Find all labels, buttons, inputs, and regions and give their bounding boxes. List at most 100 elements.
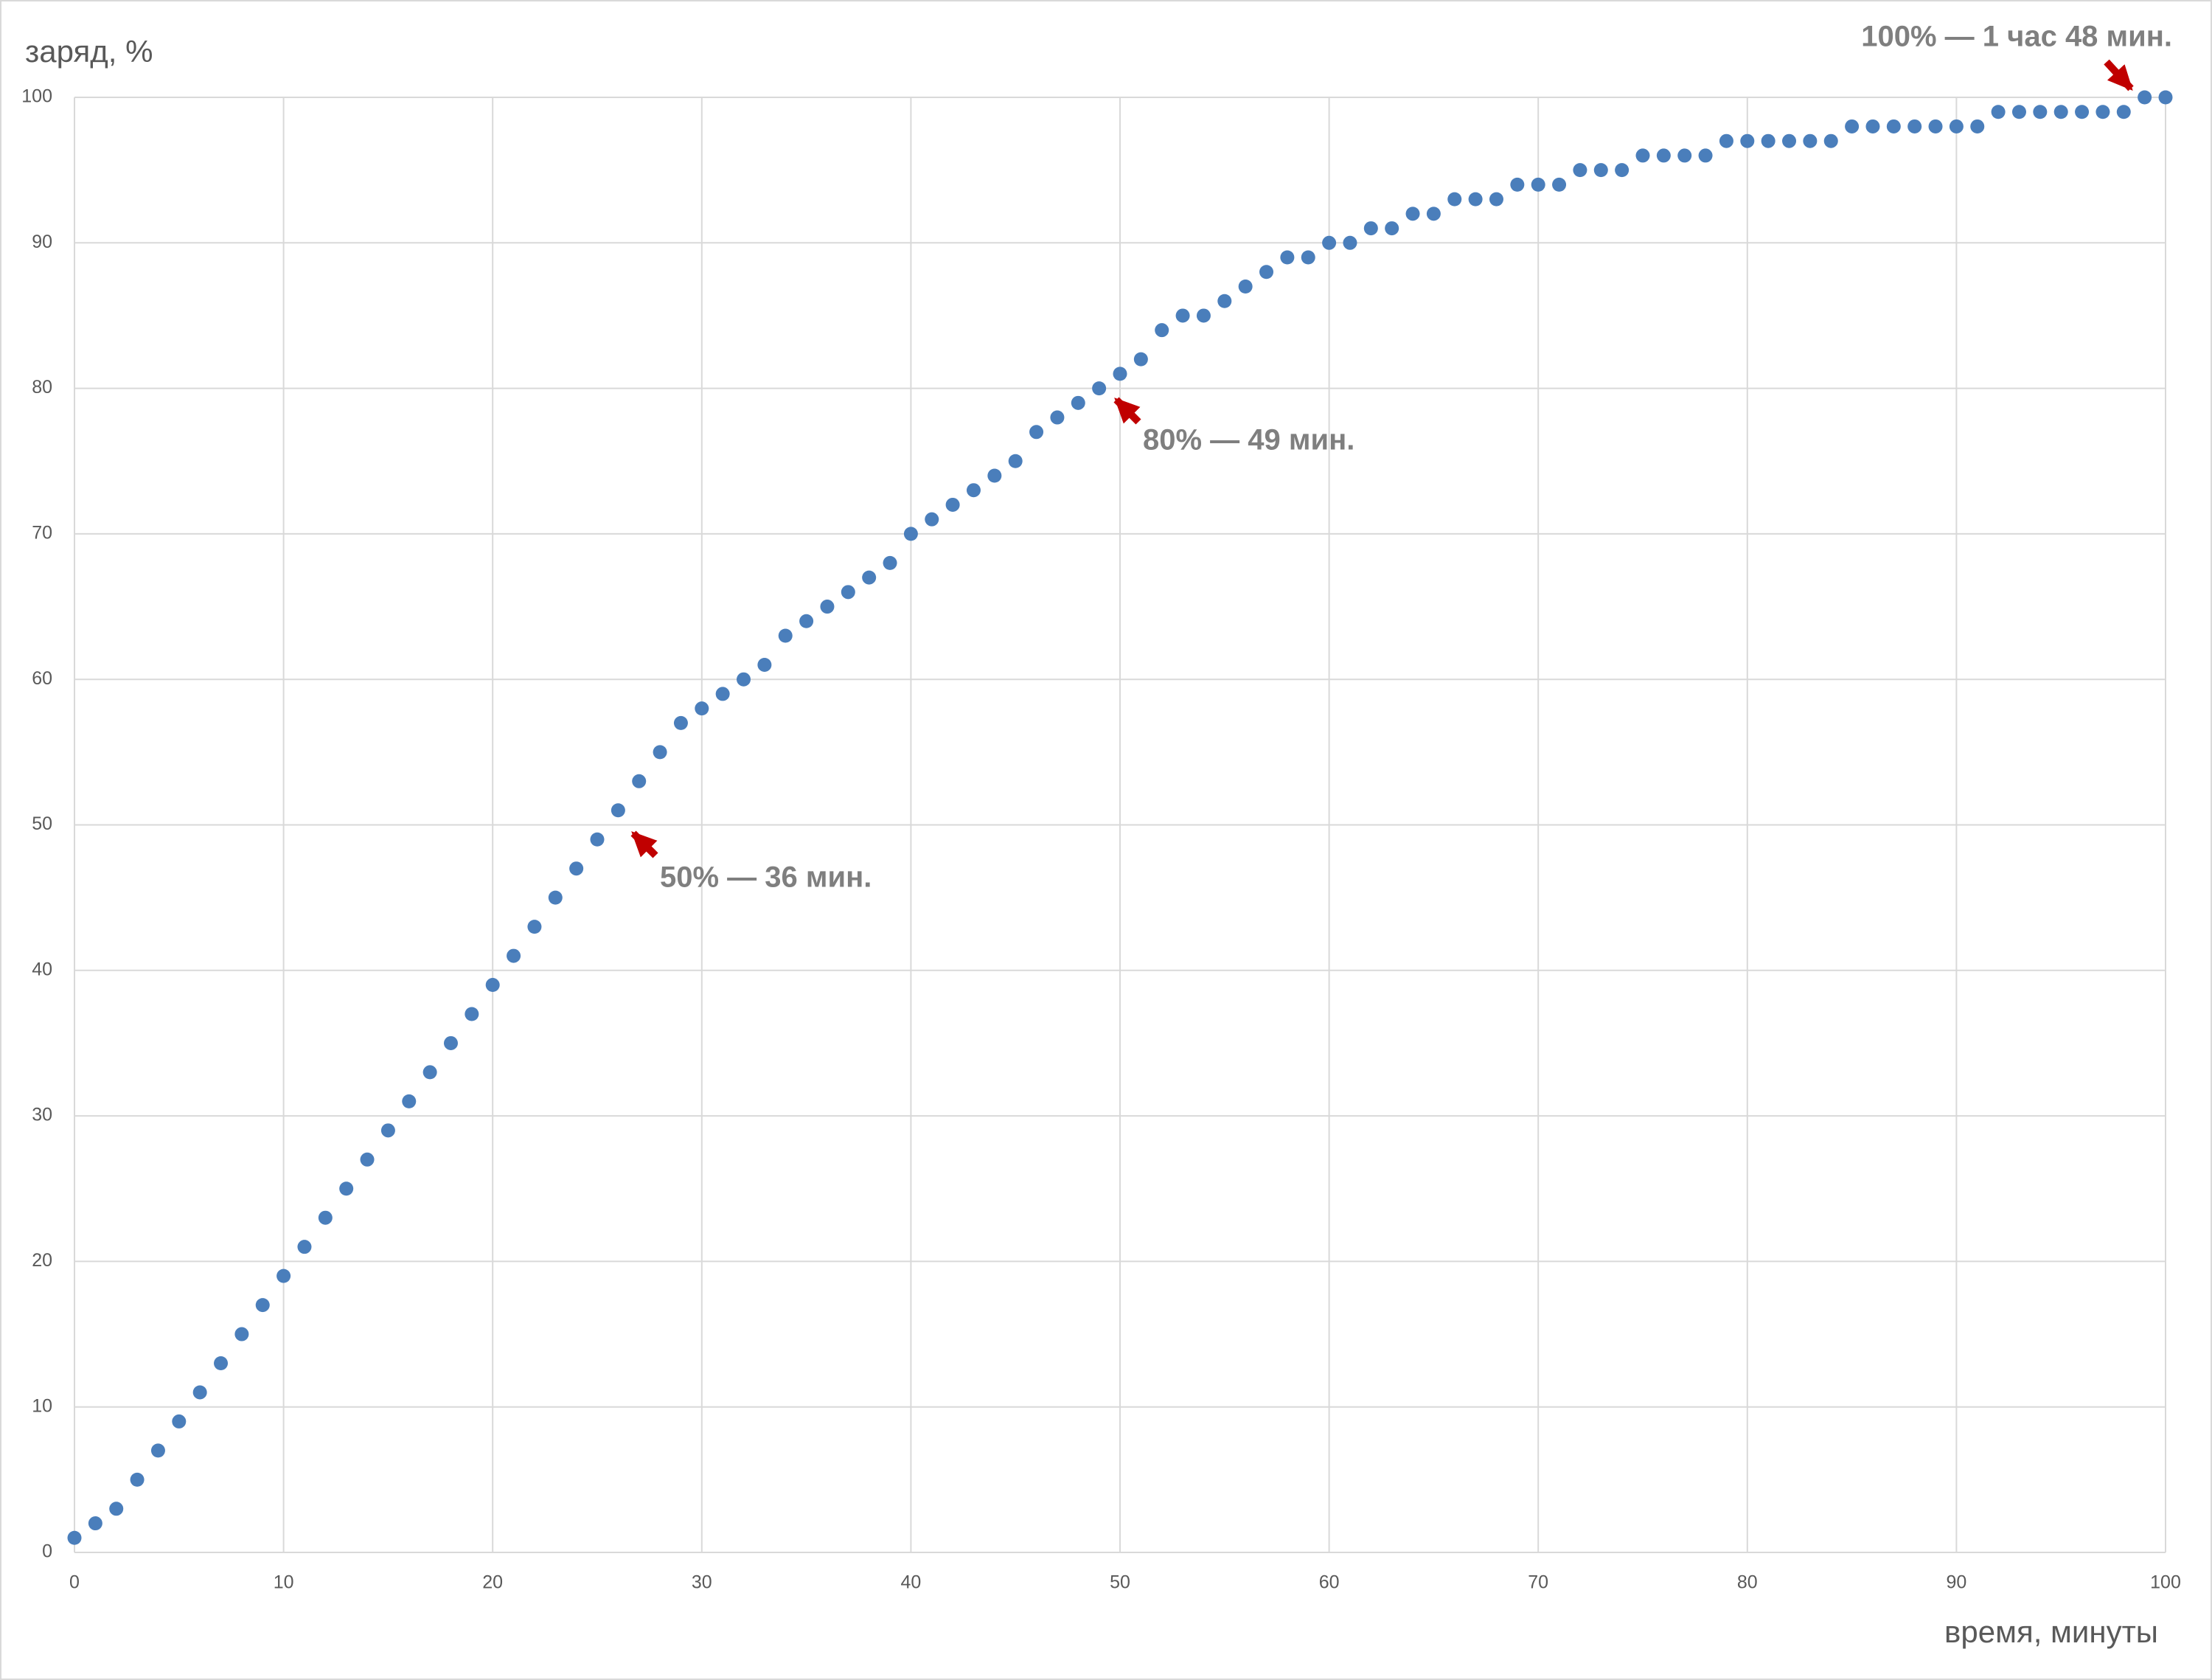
point [1489,192,1503,206]
point [1949,119,1964,133]
point [1761,133,1775,148]
point [2096,105,2110,119]
point [1845,119,1860,133]
x-tick-label: 50 [1110,1572,1130,1593]
point [1280,250,1295,265]
point [255,1298,270,1313]
point [276,1268,291,1283]
point [1698,148,1713,163]
point [1238,279,1253,294]
point [485,978,500,993]
point [88,1516,102,1531]
y-tick-label: 20 [32,1250,52,1271]
point [1991,105,2006,119]
y-tick-label: 90 [32,232,52,252]
point [2138,90,2152,105]
point [1970,119,1985,133]
point [339,1181,354,1196]
point [757,657,772,672]
point [548,890,563,905]
x-tick-label: 20 [482,1572,503,1593]
point [2011,105,2026,119]
annotation: 100% — 1 час 48 мин. [1861,21,2172,53]
point [380,1123,395,1138]
point [1677,148,1692,163]
point [1573,163,1587,178]
point [1301,250,1315,265]
y-tick-label: 40 [32,959,52,979]
point [1092,381,1107,396]
point [1865,119,1880,133]
point [695,701,709,716]
point [1803,133,1818,148]
point [799,614,814,628]
point [1071,395,1085,410]
point [1552,177,1567,192]
point [1196,308,1211,323]
y-tick-label: 50 [32,813,52,834]
point [192,1385,207,1400]
point [1385,221,1399,236]
y-tick-label: 100 [21,86,52,107]
x-axis-title: время, минуты [1944,1614,2158,1649]
point [1405,206,1420,221]
point [1719,133,1733,148]
point [1343,235,1357,250]
point [1468,192,1483,206]
point [820,600,835,614]
point [1782,133,1797,148]
y-tick-label: 30 [32,1105,52,1125]
point [653,745,667,760]
point [1322,235,1337,250]
point [590,832,605,847]
annotation: 80% — 49 мин. [1143,424,1354,457]
arrow [630,830,658,858]
point [1363,221,1378,236]
point [130,1472,145,1487]
point [360,1152,375,1167]
point [632,774,647,788]
marks [67,90,2173,1545]
point [715,687,730,701]
point [925,512,939,527]
point [987,468,1002,483]
point [2116,105,2131,119]
y-tick-label: 60 [32,668,52,689]
point [527,920,542,934]
point [109,1502,124,1516]
point [150,1443,165,1458]
point [2075,105,2090,119]
x-tick-label: 10 [274,1572,294,1593]
point [2158,90,2173,105]
point [1008,454,1023,468]
point [297,1240,312,1254]
point [737,672,751,687]
point [1531,177,1545,192]
point [2033,105,2048,119]
point [318,1210,333,1225]
point [966,483,981,498]
grid [74,97,2166,1553]
point [862,570,877,585]
point [903,527,918,541]
point [214,1356,229,1371]
point [1050,410,1065,425]
y-tick-label: 70 [32,523,52,544]
point [1113,367,1127,381]
point [1928,119,1943,133]
point [673,715,688,730]
x-tick-label: 80 [1737,1572,1758,1593]
point [569,861,584,876]
point [1155,323,1169,338]
y-tick-label: 10 [32,1395,52,1416]
point [67,1530,82,1545]
point [422,1065,437,1080]
point [1217,294,1232,308]
point [778,628,793,643]
point [1510,177,1525,192]
point [1175,308,1190,323]
point [1029,425,1044,440]
point [611,803,625,818]
annotation: 50% — 36 мин. [660,861,872,894]
arrow [1113,397,1141,425]
